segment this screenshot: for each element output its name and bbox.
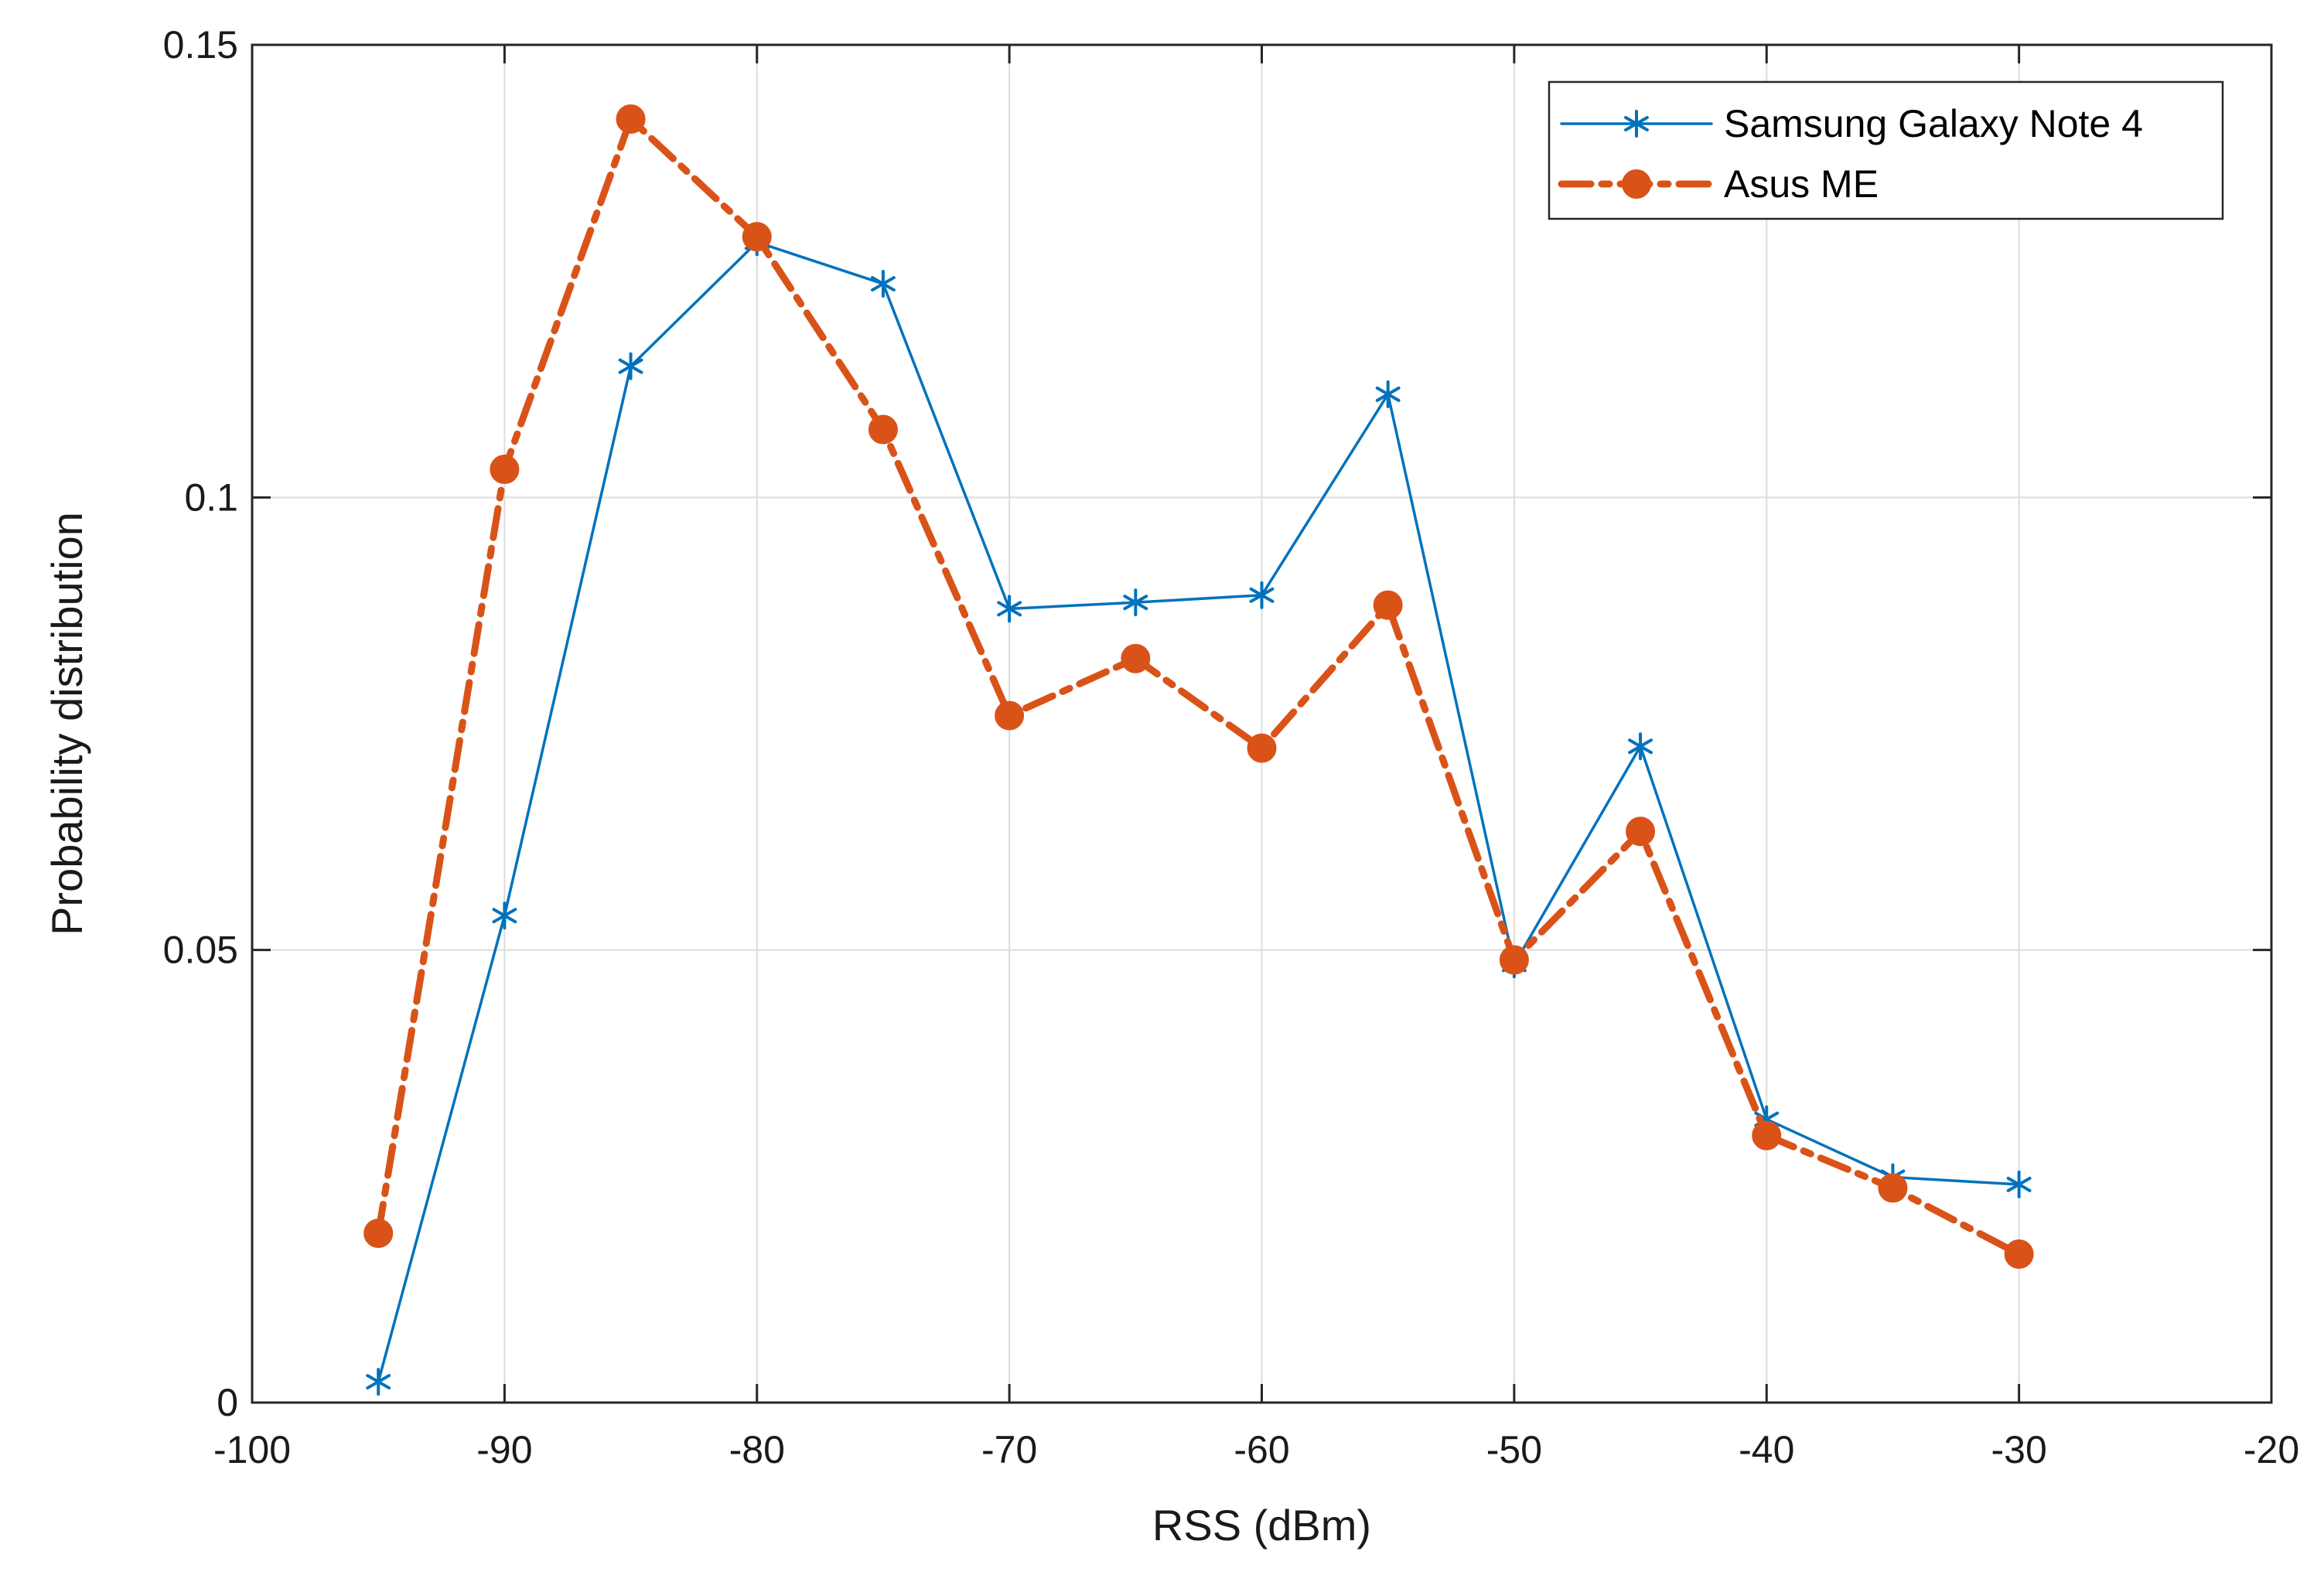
x-tick-label: -100 (213, 1428, 291, 1471)
x-axis-title: RSS (dBm) (1152, 1501, 1371, 1549)
circle-marker (1499, 945, 1529, 975)
y-tick-label: 0.05 (163, 929, 238, 972)
circle-marker (616, 104, 646, 134)
x-tick-label: -70 (981, 1428, 1037, 1471)
grid-lines (252, 45, 2271, 1403)
x-tick-label: -30 (1991, 1428, 2046, 1471)
x-tick-label: -40 (1739, 1428, 1794, 1471)
circle-marker (490, 455, 520, 485)
series-1 (363, 104, 2034, 1270)
x-tick-label: -50 (1486, 1428, 1542, 1471)
y-tick-label: 0 (217, 1381, 238, 1424)
circle-marker (363, 1219, 394, 1249)
legend-label: Asus ME (1724, 162, 1879, 206)
x-tick-label: -60 (1234, 1428, 1289, 1471)
circle-marker (1878, 1173, 1908, 1203)
x-tick-label: -20 (2244, 1428, 2299, 1471)
circle-marker (1373, 590, 1403, 620)
axis-ticks (251, 43, 2273, 1404)
asterisk-marker (492, 902, 517, 930)
circle-marker (1626, 816, 1656, 847)
circle-marker (1622, 169, 1651, 199)
circle-marker (1247, 733, 1277, 763)
asterisk-marker (1628, 732, 1653, 761)
asterisk-marker (871, 270, 896, 298)
x-tick-label: -80 (729, 1428, 785, 1471)
y-tick-label: 0.15 (163, 23, 238, 66)
legend-label: Samsung Galaxy Note 4 (1724, 102, 2143, 145)
x-tick-label: -90 (476, 1428, 532, 1471)
asterisk-marker (1375, 380, 1401, 408)
asterisk-marker (366, 1368, 391, 1396)
y-axis-title: Probability distribution (43, 512, 91, 936)
y-tick-label: 0.1 (184, 476, 238, 519)
circle-marker (1752, 1120, 1782, 1151)
circle-marker (868, 414, 898, 445)
asterisk-marker (1624, 110, 1649, 138)
data-series (363, 104, 2034, 1396)
circle-marker (742, 222, 772, 252)
legend: Samsung Galaxy Note 4 Asus ME (1548, 80, 2224, 220)
tick-labels: -100 -90 -80 -70 -60 -50 -40 -30 -20 0 0.05 0.1 0.15 (163, 23, 2299, 1471)
asterisk-marker (997, 595, 1022, 623)
asterisk-marker (618, 352, 643, 380)
circle-marker (2004, 1239, 2034, 1270)
asterisk-marker (2006, 1170, 2032, 1198)
series-line (377, 240, 2021, 1383)
series-line (374, 115, 2023, 1258)
legend-box (1548, 80, 2224, 220)
circle-marker (995, 701, 1025, 731)
asterisk-marker (1123, 588, 1148, 617)
asterisk-marker (1249, 581, 1275, 609)
circle-marker (1121, 643, 1151, 673)
